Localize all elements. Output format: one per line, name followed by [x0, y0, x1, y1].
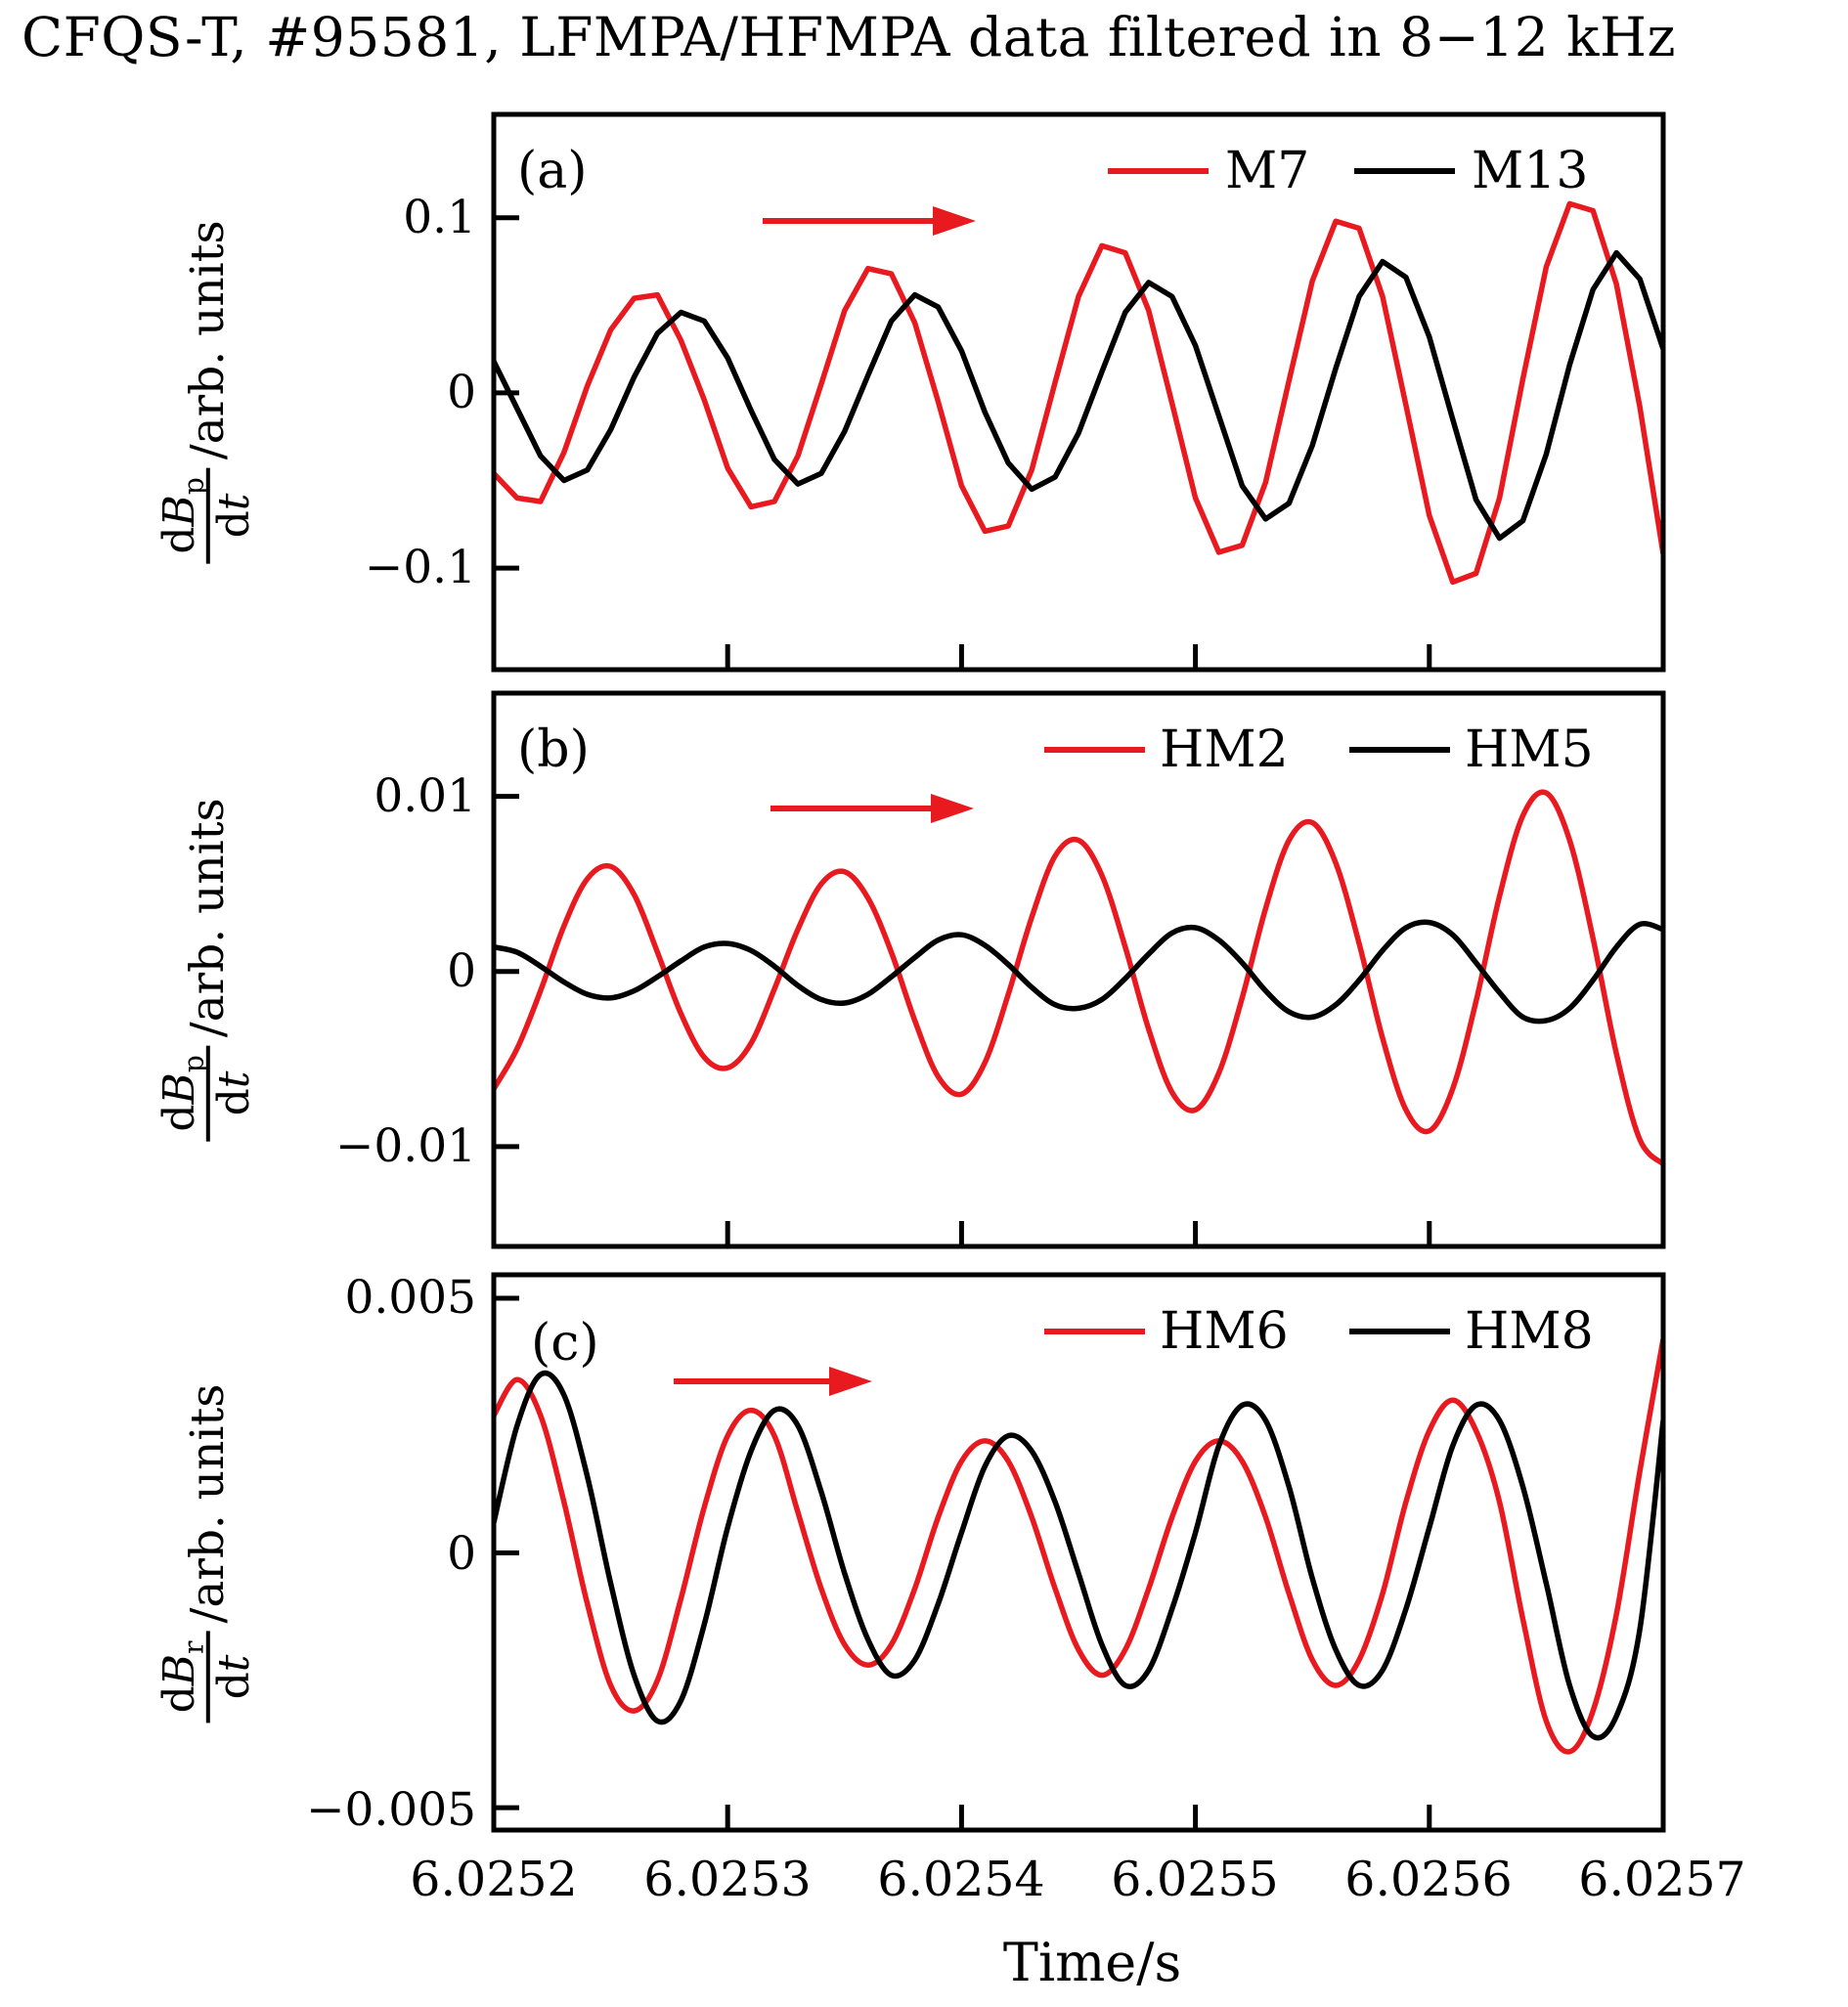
panel-a-svg: (a) M7 M13 — [491, 111, 1666, 673]
ytick-c-0: 0.005 — [344, 1271, 476, 1325]
ylabel-units: /arb. units — [180, 220, 235, 460]
legend-label-M13: M13 — [1472, 142, 1588, 200]
series-path-HM5 — [494, 919, 1663, 1025]
phase-arrow — [674, 1367, 872, 1396]
plot-area-a — [494, 200, 1663, 586]
plot-area-b — [494, 789, 1663, 1166]
xtick-2: 6.0254 — [877, 1852, 1045, 1907]
series-path-HM2 — [494, 789, 1663, 1166]
y-axis-label-c: dBr dt /arb. units — [154, 1383, 259, 1723]
panel-c-svg: (c) HM6 HM8 — [491, 1272, 1666, 1833]
plot-area-c — [494, 1338, 1663, 1755]
ytick-a-0: 0.1 — [403, 191, 476, 244]
arrow-head — [933, 206, 976, 236]
xtick-0: 6.0252 — [410, 1852, 578, 1907]
ytick-a-1: 0 — [447, 366, 476, 419]
legend-label-HM5: HM5 — [1465, 720, 1594, 779]
axes-border — [491, 690, 1666, 1249]
panel-letter: (c) — [531, 1314, 599, 1373]
xtick-5: 6.0257 — [1578, 1852, 1746, 1907]
legend-label-M7: M7 — [1225, 142, 1309, 200]
ylabel-units: /arb. units — [180, 798, 235, 1038]
ytick-c-1: 0 — [447, 1527, 476, 1581]
dbdt-fraction: dBp dt — [154, 1045, 259, 1142]
dbdt-fraction: dBp dt — [154, 467, 259, 564]
legend-label-HM8: HM8 — [1465, 1302, 1594, 1361]
arrow-head — [931, 794, 974, 823]
legend-label-HM6: HM6 — [1160, 1302, 1289, 1361]
axes-border — [491, 1272, 1666, 1833]
xtick-4: 6.0256 — [1344, 1852, 1513, 1907]
legend: HM6 HM8 — [1044, 1302, 1594, 1361]
ytick-b-1: 0 — [447, 944, 476, 998]
legend-label-HM2: HM2 — [1160, 720, 1289, 779]
ylabel-units: /arb. units — [180, 1383, 235, 1624]
ytick-c-2: −0.005 — [306, 1783, 476, 1837]
legend: HM2 HM5 — [1044, 720, 1594, 779]
panel-letter: (b) — [517, 720, 590, 779]
ytick-a-2: −0.1 — [364, 541, 476, 594]
y-axis-label-a: dBp dt /arb. units — [154, 220, 259, 564]
tick-marks — [496, 215, 1432, 668]
x-axis-label: Time/s — [1002, 1932, 1182, 1993]
phase-arrow — [763, 206, 976, 236]
series-path-HM6 — [494, 1338, 1663, 1755]
arrow-head — [829, 1367, 872, 1396]
legend: M7 M13 — [1108, 142, 1588, 200]
tick-marks — [496, 1295, 1432, 1828]
panel-b-svg: (b) HM2 HM5 — [491, 690, 1666, 1249]
figure-title: CFQS-T, #95581, LFMPA/HFMPA data filtere… — [22, 6, 1676, 68]
xtick-1: 6.0253 — [643, 1852, 812, 1907]
dbdt-fraction: dBr dt — [154, 1631, 259, 1723]
y-axis-label-b: dBp dt /arb. units — [154, 798, 259, 1142]
series-path-HM8 — [494, 1370, 1663, 1741]
axes-border — [491, 111, 1666, 673]
xtick-3: 6.0255 — [1111, 1852, 1279, 1907]
panel-letter: (a) — [517, 142, 588, 200]
phase-arrow — [770, 794, 974, 823]
ytick-b-0: 0.01 — [374, 769, 476, 823]
ytick-b-2: −0.01 — [334, 1119, 476, 1173]
series-path-M7 — [494, 200, 1663, 586]
series-path-M13 — [494, 249, 1663, 542]
tick-marks — [496, 794, 1432, 1244]
